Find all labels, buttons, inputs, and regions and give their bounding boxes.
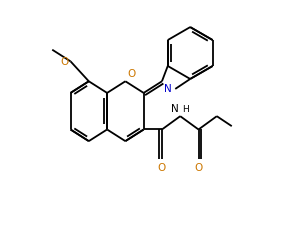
Text: H: H <box>182 104 189 114</box>
Text: N: N <box>171 104 179 114</box>
Text: O: O <box>158 162 166 172</box>
Text: O: O <box>127 69 135 79</box>
Text: O: O <box>194 162 203 172</box>
Text: O: O <box>60 57 69 67</box>
Text: N: N <box>164 84 171 94</box>
